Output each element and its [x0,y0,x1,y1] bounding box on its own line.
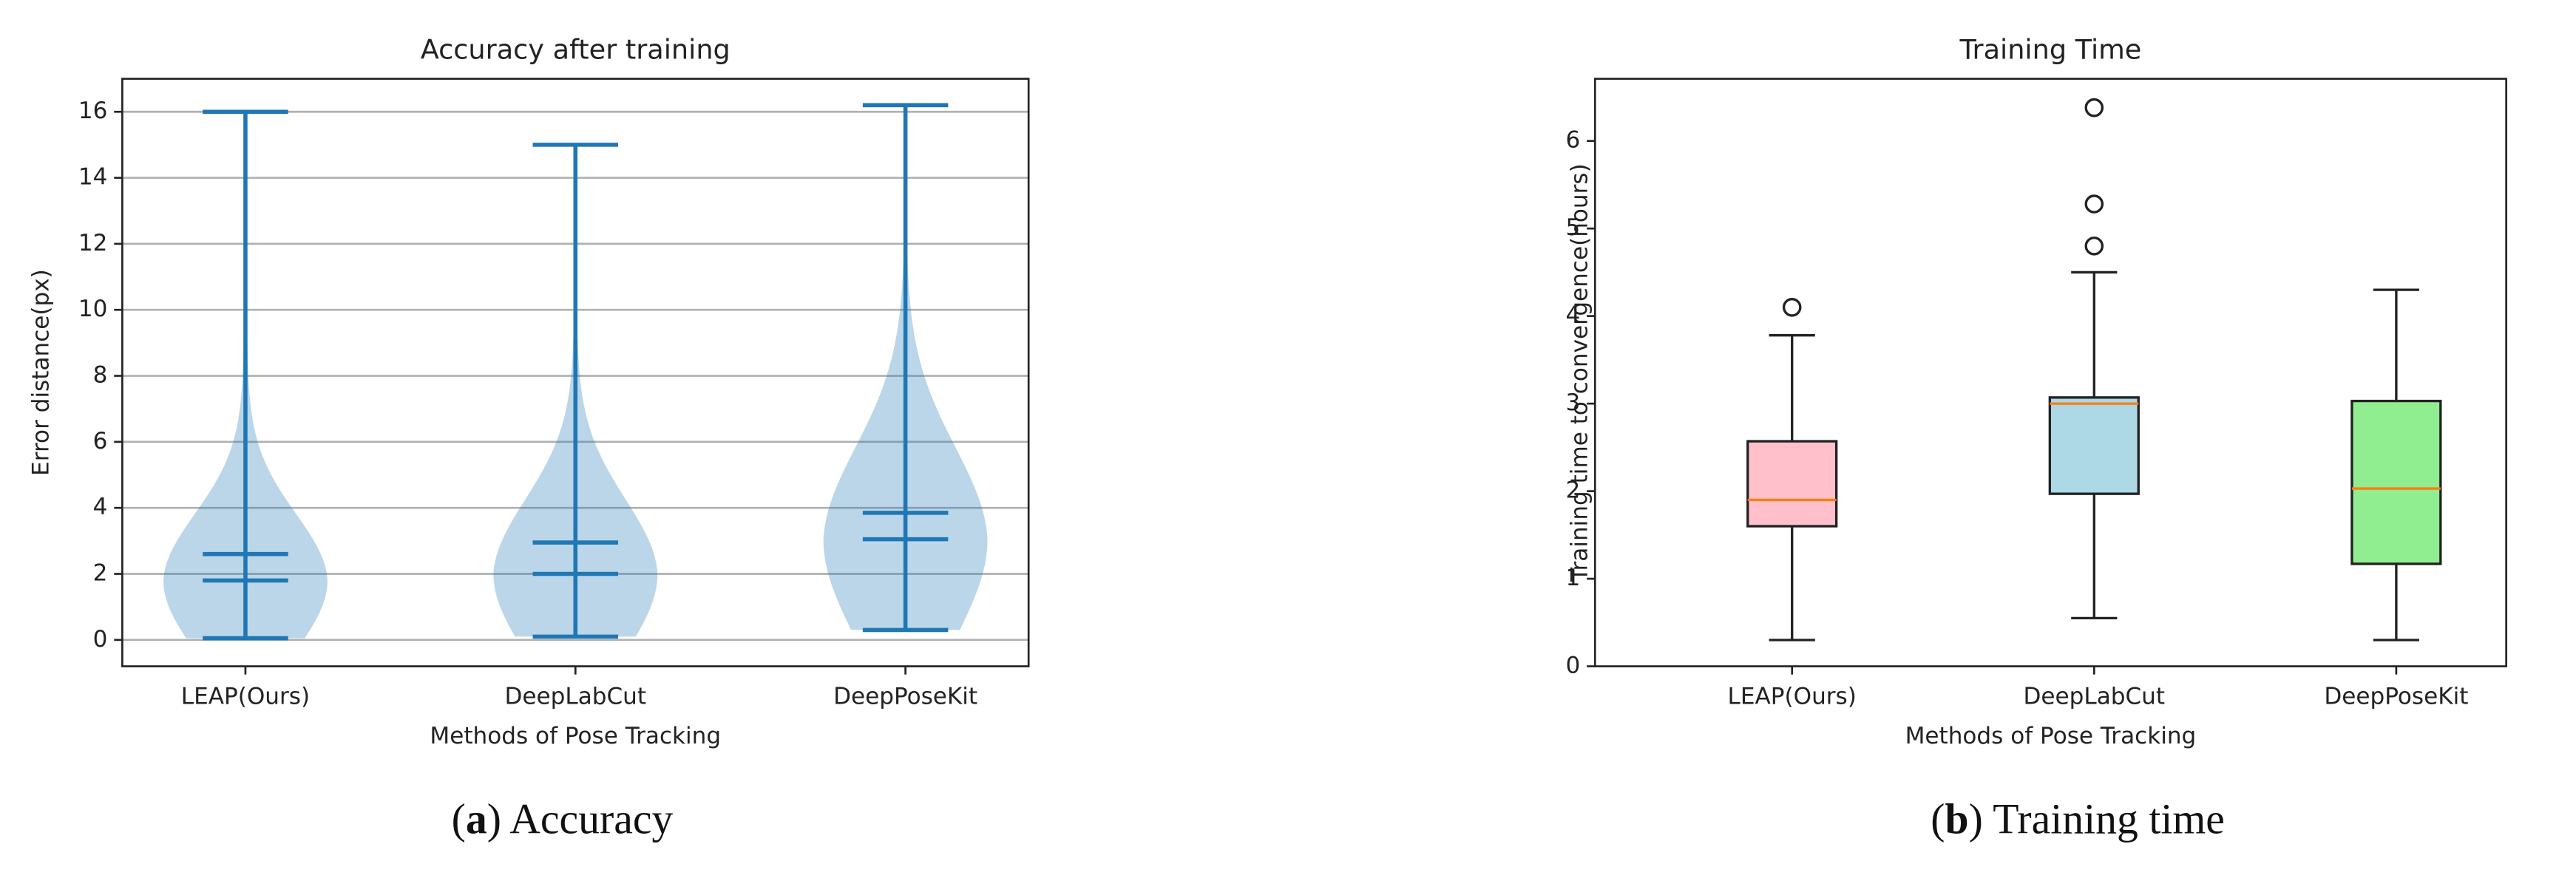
caption-prefix: ( [1931,797,1945,843]
outlier [2084,194,2104,214]
x-tick-label: DeepLabCut [504,684,646,710]
y-tick-label: 0 [1565,653,1580,679]
y-tick-label: 3 [1565,389,1580,416]
outlier [2084,98,2104,118]
chart-title: Training Time [1959,33,2142,65]
caption-label: a [466,797,487,843]
x-tick-label: DeepLabCut [2024,684,2166,710]
outlier [2084,236,2104,256]
y-tick-label: 16 [78,98,108,124]
x-tick-label: LEAP(Ours) [1728,684,1857,710]
plot-frame [121,78,1030,667]
y-tick-label: 2 [93,559,108,586]
caption-text: ) Accuracy [487,797,674,843]
box [2048,396,2140,495]
y-tick-label: 1 [1565,565,1580,591]
x-axis-label: Methods of Pose Tracking [430,723,721,749]
y-axis-label: Error distance(px) [28,269,55,476]
y-tick-label: 6 [1565,127,1580,154]
caption: (b) Training time [1931,797,2225,843]
y-tick-label: 2 [1565,477,1580,504]
y-tick-label: 0 [93,626,108,653]
caption: (a) Accuracy [452,797,674,843]
caption-label: b [1945,797,1968,843]
y-tick-label: 4 [93,494,108,520]
plot-frame [1593,78,2507,667]
x-tick-label: DeepPoseKit [2324,684,2468,710]
box [1746,440,1838,528]
box [2350,399,2442,565]
outlier [1782,298,1802,317]
y-tick-label: 4 [1565,302,1580,329]
y-tick-label: 10 [78,296,108,322]
chart-title: Accuracy after training [421,33,731,65]
x-tick-label: DeepPoseKit [833,684,977,710]
y-axis-label: Training time to convergence(hours) [1566,163,1593,582]
y-tick-label: 6 [93,428,108,455]
x-tick-label: LEAP(Ours) [181,684,310,710]
caption-text: ) Training time [1969,797,2225,843]
y-tick-label: 5 [1565,214,1580,241]
x-axis-label: Methods of Pose Tracking [1905,723,2197,749]
y-tick-label: 12 [78,230,108,256]
caption-prefix: ( [452,797,466,843]
y-tick-label: 14 [78,164,108,191]
y-tick-label: 8 [93,362,108,389]
